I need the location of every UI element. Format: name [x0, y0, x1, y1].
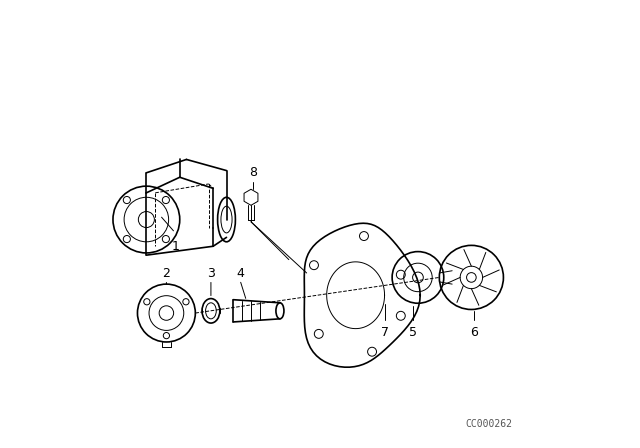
Circle shape [367, 347, 376, 356]
Circle shape [396, 311, 405, 320]
Text: 3: 3 [207, 267, 215, 280]
Text: 7: 7 [381, 327, 388, 340]
Text: 6: 6 [470, 327, 477, 340]
Circle shape [163, 236, 170, 243]
Circle shape [467, 273, 476, 282]
Text: 4: 4 [236, 267, 244, 280]
Circle shape [360, 232, 369, 241]
Circle shape [183, 299, 189, 305]
Text: 2: 2 [163, 267, 170, 280]
Circle shape [314, 329, 323, 338]
Text: 8: 8 [249, 167, 257, 180]
Circle shape [124, 236, 131, 243]
Circle shape [138, 211, 154, 228]
Circle shape [159, 306, 173, 320]
Circle shape [124, 197, 131, 203]
Circle shape [163, 332, 170, 339]
Text: CC000262: CC000262 [466, 419, 513, 429]
Text: 5: 5 [410, 327, 417, 340]
Circle shape [310, 261, 319, 270]
Circle shape [144, 299, 150, 305]
Circle shape [163, 197, 170, 203]
Circle shape [413, 272, 423, 283]
Circle shape [396, 270, 405, 279]
Polygon shape [244, 189, 258, 205]
Text: 1: 1 [172, 240, 179, 253]
